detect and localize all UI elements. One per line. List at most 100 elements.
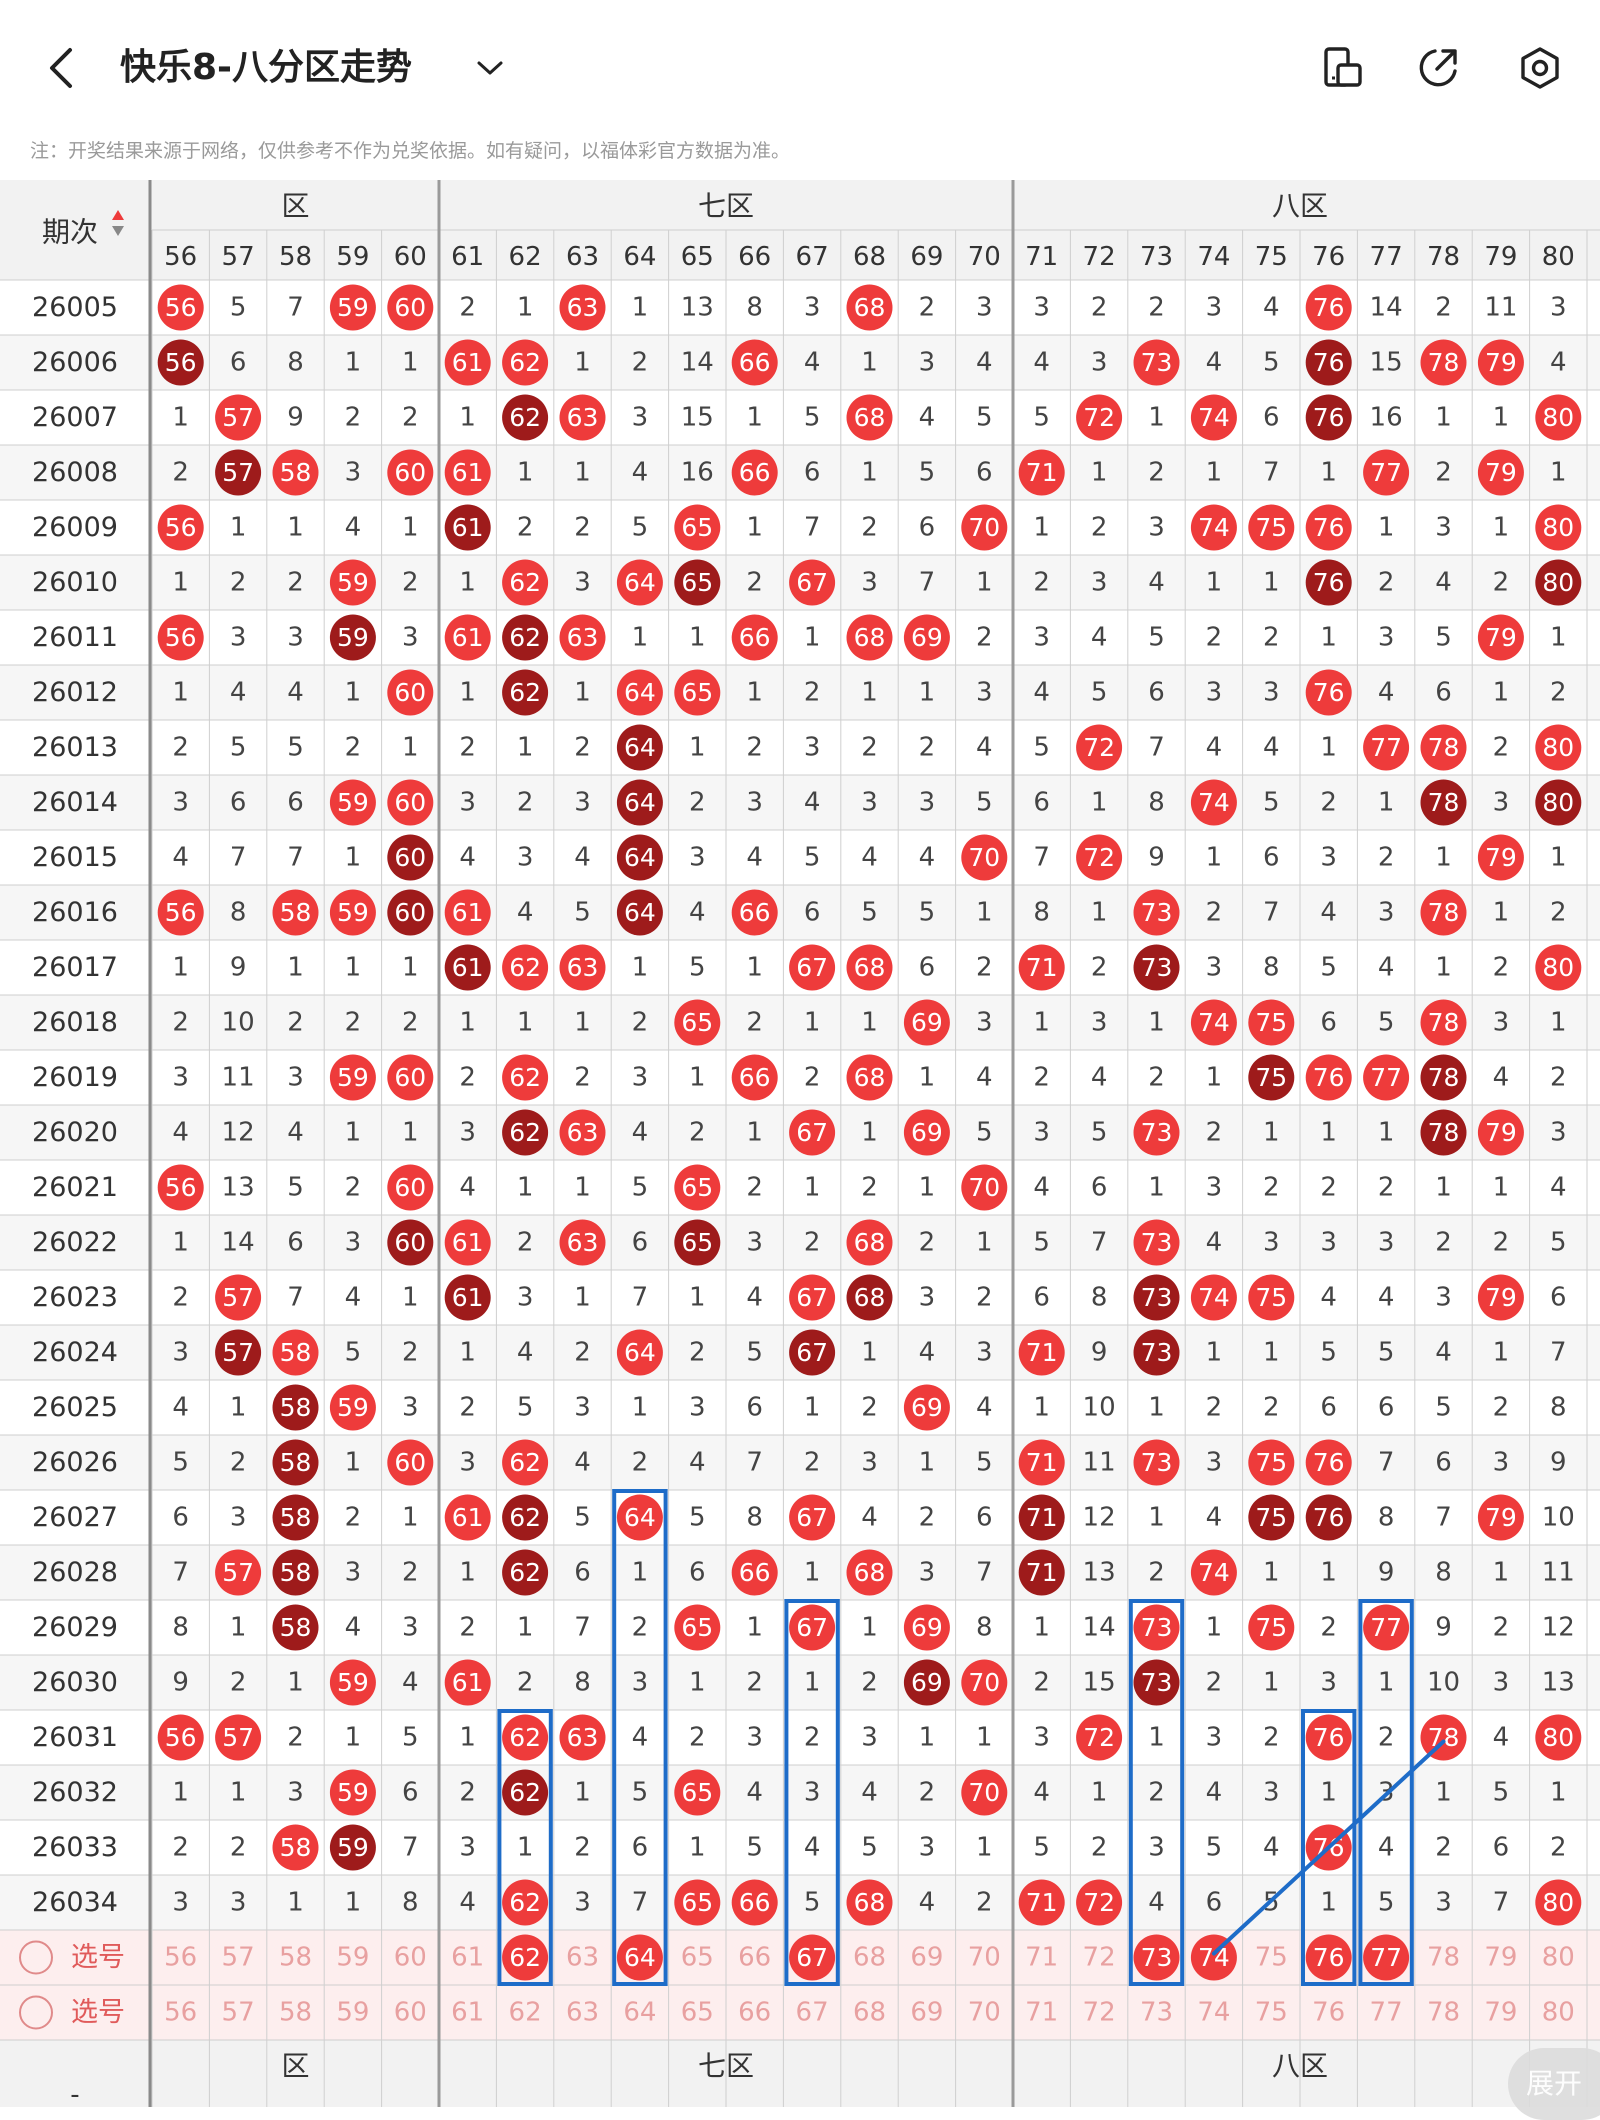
hit-ball[interactable] — [674, 559, 721, 606]
hit-ball[interactable] — [674, 999, 721, 1046]
select-number[interactable]: 59 — [336, 1998, 369, 2028]
hit-ball[interactable] — [1305, 394, 1352, 441]
hit-ball[interactable] — [1133, 1274, 1180, 1321]
hit-ball[interactable] — [846, 394, 893, 441]
hit-ball[interactable] — [674, 669, 721, 716]
hit-ball[interactable] — [387, 1219, 434, 1266]
hit-ball[interactable] — [846, 944, 893, 991]
select-number[interactable]: 65 — [681, 1998, 714, 2028]
selected-ball[interactable] — [502, 1934, 549, 1981]
hit-ball[interactable] — [157, 1714, 204, 1761]
hit-ball[interactable] — [502, 1769, 549, 1816]
hit-ball[interactable] — [1305, 504, 1352, 551]
hit-ball[interactable] — [1133, 1219, 1180, 1266]
hit-ball[interactable] — [731, 1879, 778, 1926]
hit-ball[interactable] — [157, 614, 204, 661]
hit-ball[interactable] — [1305, 1054, 1352, 1101]
hit-ball[interactable] — [1248, 1494, 1295, 1541]
hit-ball[interactable] — [731, 1549, 778, 1596]
hit-ball[interactable] — [502, 394, 549, 441]
hit-ball[interactable] — [616, 1329, 663, 1376]
hit-ball[interactable] — [1477, 1109, 1524, 1156]
hit-ball[interactable] — [789, 1604, 836, 1651]
select-number[interactable]: 61 — [451, 1943, 484, 1973]
hit-ball[interactable] — [731, 449, 778, 496]
hit-ball[interactable] — [1305, 669, 1352, 716]
select-number[interactable]: 78 — [1427, 1998, 1460, 2028]
hit-ball[interactable] — [674, 1769, 721, 1816]
hit-ball[interactable] — [1477, 449, 1524, 496]
hit-ball[interactable] — [1076, 1714, 1123, 1761]
hit-ball[interactable] — [1133, 339, 1180, 386]
hit-ball[interactable] — [903, 999, 950, 1046]
hit-ball[interactable] — [1477, 339, 1524, 386]
hit-ball[interactable] — [1133, 1329, 1180, 1376]
select-number[interactable]: 60 — [394, 1998, 427, 2028]
hit-ball[interactable] — [1133, 1659, 1180, 1706]
hit-ball[interactable] — [272, 889, 319, 936]
hit-ball[interactable] — [387, 284, 434, 331]
hit-ball[interactable] — [731, 1054, 778, 1101]
hit-ball[interactable] — [1190, 394, 1237, 441]
hit-ball[interactable] — [329, 284, 376, 331]
hit-ball[interactable] — [1190, 1549, 1237, 1596]
hit-ball[interactable] — [444, 339, 491, 386]
select-number[interactable]: 71 — [1025, 1943, 1058, 1973]
hit-ball[interactable] — [272, 1329, 319, 1376]
hit-ball[interactable] — [1248, 1274, 1295, 1321]
select-number[interactable]: 75 — [1255, 1998, 1288, 2028]
hit-ball[interactable] — [961, 1164, 1008, 1211]
hit-ball[interactable] — [1535, 724, 1582, 771]
select-number[interactable]: 76 — [1312, 1998, 1345, 2028]
select-number[interactable]: 62 — [509, 1998, 542, 2028]
hit-ball[interactable] — [1018, 1329, 1065, 1376]
hit-ball[interactable] — [1133, 889, 1180, 936]
hit-ball[interactable] — [1248, 504, 1295, 551]
hit-ball[interactable] — [1420, 1054, 1467, 1101]
hit-ball[interactable] — [1420, 889, 1467, 936]
hit-ball[interactable] — [329, 779, 376, 826]
hit-ball[interactable] — [616, 834, 663, 881]
hit-ball[interactable] — [1133, 1439, 1180, 1486]
hit-ball[interactable] — [1248, 999, 1295, 1046]
select-number[interactable]: 72 — [1083, 1943, 1116, 1973]
select-number[interactable]: 68 — [853, 1998, 886, 2028]
select-number[interactable]: 56 — [164, 1998, 197, 2028]
select-number[interactable]: 63 — [566, 1998, 599, 2028]
hit-ball[interactable] — [387, 1439, 434, 1486]
hit-ball[interactable] — [1535, 944, 1582, 991]
hit-ball[interactable] — [1248, 1439, 1295, 1486]
hit-ball[interactable] — [1076, 394, 1123, 441]
hit-ball[interactable] — [1477, 1494, 1524, 1541]
hit-ball[interactable] — [961, 1659, 1008, 1706]
hit-ball[interactable] — [789, 1329, 836, 1376]
select-number[interactable]: 64 — [623, 1998, 656, 2028]
hit-ball[interactable] — [559, 1109, 606, 1156]
hit-ball[interactable] — [559, 394, 606, 441]
hit-ball[interactable] — [1076, 724, 1123, 771]
hit-ball[interactable] — [444, 1494, 491, 1541]
select-number[interactable]: 58 — [279, 1998, 312, 2028]
expand-button[interactable]: 展开 — [1508, 2048, 1600, 2120]
hit-ball[interactable] — [1018, 1494, 1065, 1541]
settings-button[interactable] — [1510, 38, 1570, 98]
hit-ball[interactable] — [502, 1109, 549, 1156]
hit-ball[interactable] — [215, 1329, 262, 1376]
selected-ball[interactable] — [789, 1934, 836, 1981]
select-number[interactable]: 57 — [222, 1943, 255, 1973]
hit-ball[interactable] — [1190, 504, 1237, 551]
selected-ball[interactable] — [1363, 1934, 1410, 1981]
select-number[interactable]: 77 — [1370, 1998, 1403, 2028]
issue-column-header[interactable]: 期次 — [42, 216, 98, 249]
hit-ball[interactable] — [1363, 724, 1410, 771]
layout-switch-button[interactable] — [1313, 38, 1373, 98]
hit-ball[interactable] — [215, 394, 262, 441]
hit-ball[interactable] — [1305, 559, 1352, 606]
hit-ball[interactable] — [272, 1604, 319, 1651]
trend-grid[interactable]: 区区七区 七区 八区 八区 56 57 58 59 60 61 62 63 64 65 66 67 68 69 70… — [0, 180, 1600, 2107]
hit-ball[interactable] — [1535, 559, 1582, 606]
page-title[interactable]: 快乐8-八分区走势 — [120, 47, 412, 88]
hit-ball[interactable] — [1190, 999, 1237, 1046]
select-number[interactable]: 56 — [164, 1943, 197, 1973]
hit-ball[interactable] — [1305, 1714, 1352, 1761]
